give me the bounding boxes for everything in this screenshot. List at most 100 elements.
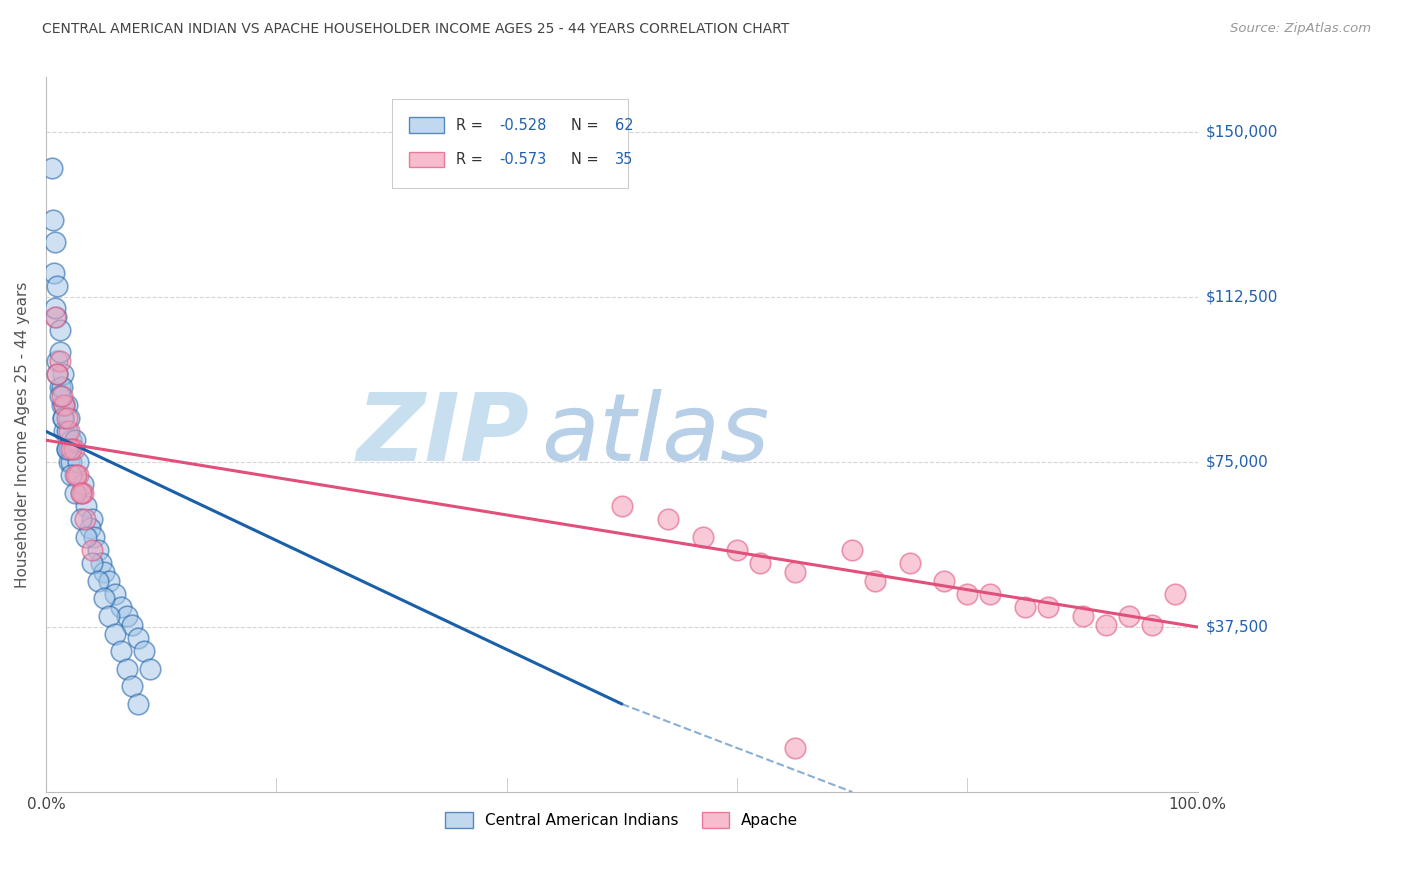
Point: [60, 455, 83, 469]
Point: [72, 477, 94, 491]
Point: [610, 499, 633, 513]
Point: [44, 310, 66, 324]
Point: [865, 574, 887, 588]
Point: [63, 486, 86, 500]
Point: [46, 368, 69, 382]
Point: [783, 565, 806, 579]
Point: [75, 499, 97, 513]
Point: [90, 557, 112, 571]
Text: 35: 35: [614, 153, 633, 167]
Point: [60, 468, 83, 483]
Text: $37,500: $37,500: [1206, 620, 1270, 634]
Point: [783, 741, 806, 756]
Point: [49, 323, 72, 337]
Point: [115, 609, 138, 624]
Point: [104, 626, 127, 640]
Point: [979, 587, 1001, 601]
Point: [75, 530, 97, 544]
Point: [132, 644, 155, 658]
Point: [75, 512, 97, 526]
Point: [934, 574, 956, 588]
Point: [42, 266, 65, 280]
Point: [44, 235, 66, 250]
Point: [79, 521, 101, 535]
Point: [1014, 600, 1036, 615]
Point: [63, 468, 86, 483]
Point: [749, 557, 772, 571]
Point: [115, 662, 138, 676]
Text: atlas: atlas: [541, 389, 769, 480]
Point: [93, 591, 115, 606]
Point: [51, 389, 73, 403]
Point: [1094, 618, 1116, 632]
Point: [55, 442, 77, 456]
Point: [69, 512, 91, 526]
Point: [46, 279, 69, 293]
Point: [58, 442, 80, 456]
Point: [49, 380, 72, 394]
Point: [83, 530, 105, 544]
Point: [69, 486, 91, 500]
Point: [55, 411, 77, 425]
Bar: [409, 118, 444, 133]
Point: [49, 345, 72, 359]
Point: [65, 468, 87, 483]
Text: ZIP: ZIP: [357, 389, 530, 481]
Point: [80, 557, 103, 571]
Point: [110, 600, 132, 615]
Text: R =: R =: [456, 153, 488, 167]
Point: [121, 680, 143, 694]
Point: [1036, 600, 1059, 615]
FancyBboxPatch shape: [391, 99, 627, 188]
Point: [98, 574, 121, 588]
Point: [80, 512, 103, 526]
Point: [898, 557, 921, 571]
Point: [121, 618, 143, 632]
Text: R =: R =: [456, 118, 488, 133]
Point: [657, 512, 679, 526]
Point: [841, 543, 863, 558]
Point: [62, 442, 84, 456]
Point: [55, 398, 77, 412]
Text: -0.573: -0.573: [499, 153, 547, 167]
Point: [58, 425, 80, 439]
Point: [44, 301, 66, 316]
Point: [87, 543, 110, 558]
Point: [51, 398, 73, 412]
Point: [110, 644, 132, 658]
Point: [127, 697, 149, 711]
Text: N =: N =: [571, 118, 603, 133]
Point: [1164, 587, 1187, 601]
Point: [138, 662, 160, 676]
Point: [1140, 618, 1163, 632]
Point: [87, 574, 110, 588]
Point: [63, 433, 86, 447]
Point: [60, 442, 83, 456]
Point: [956, 587, 979, 601]
Point: [93, 565, 115, 579]
Point: [49, 354, 72, 368]
Text: $112,500: $112,500: [1206, 290, 1278, 305]
Bar: [409, 152, 444, 168]
Point: [692, 530, 714, 544]
Point: [53, 398, 76, 412]
Point: [52, 368, 75, 382]
Point: [127, 631, 149, 645]
Text: $75,000: $75,000: [1206, 455, 1268, 470]
Text: 62: 62: [614, 118, 633, 133]
Point: [42, 213, 65, 227]
Text: CENTRAL AMERICAN INDIAN VS APACHE HOUSEHOLDER INCOME AGES 25 - 44 YEARS CORRELAT: CENTRAL AMERICAN INDIAN VS APACHE HOUSEH…: [42, 22, 789, 37]
Text: Source: ZipAtlas.com: Source: ZipAtlas.com: [1230, 22, 1371, 36]
Point: [67, 455, 90, 469]
Point: [1071, 609, 1094, 624]
Text: $150,000: $150,000: [1206, 125, 1278, 140]
Point: [58, 411, 80, 425]
Point: [52, 411, 75, 425]
Point: [41, 161, 63, 175]
Point: [1118, 609, 1140, 624]
Point: [725, 543, 748, 558]
Legend: Central American Indians, Apache: Central American Indians, Apache: [439, 806, 804, 834]
Point: [46, 354, 69, 368]
Point: [104, 587, 127, 601]
Point: [46, 368, 69, 382]
